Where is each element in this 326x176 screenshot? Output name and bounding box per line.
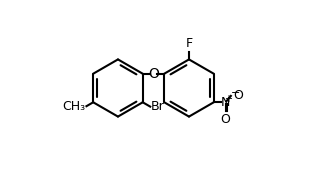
Text: O: O <box>221 113 230 126</box>
Text: −: − <box>231 88 240 98</box>
Text: N: N <box>221 96 230 109</box>
Text: Br: Br <box>151 100 165 113</box>
Text: O: O <box>148 67 159 81</box>
Text: F: F <box>185 37 193 50</box>
Text: CH₃: CH₃ <box>63 100 86 113</box>
Text: O: O <box>233 89 243 102</box>
Text: +: + <box>224 94 232 104</box>
